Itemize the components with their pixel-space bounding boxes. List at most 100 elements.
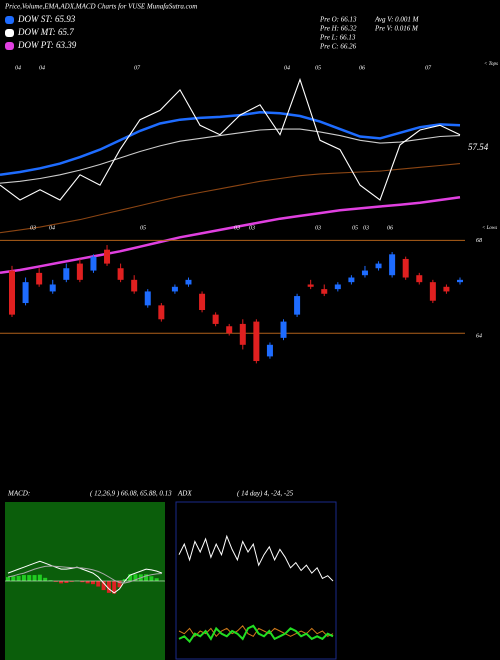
histogram-bar xyxy=(48,580,53,581)
histogram-bar xyxy=(37,574,42,581)
histogram-bar xyxy=(117,581,122,588)
histogram-bar xyxy=(128,574,133,581)
candle-body xyxy=(294,296,301,315)
candle-body xyxy=(239,323,246,345)
candle-body xyxy=(253,321,260,362)
histogram-bar xyxy=(106,581,111,593)
histogram-bar xyxy=(53,581,58,582)
candle-body xyxy=(212,314,219,324)
info-label: Pre C: 66.26 xyxy=(319,43,357,51)
panel-subtitle: ( 12,26,9 ) 66.08, 65.88, 0.13 xyxy=(90,490,172,498)
series-line xyxy=(178,534,334,582)
panel-title: ADX xyxy=(177,490,192,498)
bottom-label: 06 xyxy=(387,225,393,231)
histogram-bar xyxy=(64,581,69,583)
bottom-label: 03 xyxy=(234,225,240,231)
candle-body xyxy=(36,272,43,285)
bottom-label: 03 xyxy=(315,225,321,231)
legend-swatch xyxy=(5,42,14,50)
histogram-bar xyxy=(133,574,138,581)
top-label: 04 xyxy=(284,64,290,71)
top-label: 07 xyxy=(425,65,432,71)
series-line xyxy=(0,128,461,184)
histogram-bar xyxy=(59,581,64,584)
panel-title: MACD: xyxy=(7,490,30,498)
candle-body xyxy=(9,270,15,315)
candle-body xyxy=(63,268,70,280)
histogram-bar xyxy=(90,581,95,585)
legend-label: DOW ST: 65.93 xyxy=(17,14,76,24)
candle-body xyxy=(361,270,368,276)
candle-body xyxy=(443,286,450,292)
candle-body xyxy=(49,284,56,292)
bottom-note: < Lows xyxy=(482,226,497,231)
histogram-bar xyxy=(144,574,149,581)
candle-body xyxy=(158,305,165,320)
histogram-bar xyxy=(69,581,74,582)
candle-body xyxy=(389,254,396,276)
bottom-label: 05 xyxy=(352,225,358,231)
bottom-label: 03 xyxy=(30,225,36,231)
bottom-label: 05 xyxy=(140,225,146,231)
top-label: 06 xyxy=(359,65,365,71)
histogram-bar xyxy=(6,577,10,581)
candle-body xyxy=(307,284,314,287)
candle-body xyxy=(90,256,97,271)
histogram-bar xyxy=(16,575,21,581)
candle-body xyxy=(375,263,382,269)
top-label: 04 xyxy=(39,64,45,71)
candle-body xyxy=(199,293,206,310)
candle-body xyxy=(144,291,151,306)
histogram-bar xyxy=(154,578,159,581)
bottom-label: 03 xyxy=(249,225,255,231)
candle-body xyxy=(76,263,83,280)
candle-body xyxy=(171,286,178,292)
candle-body xyxy=(131,279,138,292)
candle-body xyxy=(348,277,355,283)
top-note: < Tops xyxy=(484,62,498,67)
series-line xyxy=(0,195,461,275)
legend-label: DOW PT: 63.39 xyxy=(17,40,77,50)
info-label: Pre H: 66.32 xyxy=(319,25,357,33)
series-line xyxy=(178,624,334,644)
bottom-label: 04 xyxy=(49,224,55,231)
histogram-bar xyxy=(149,576,154,581)
series-line xyxy=(0,111,461,177)
legend-swatch xyxy=(5,29,14,37)
histogram-bar xyxy=(112,581,117,594)
candle-body xyxy=(280,321,287,338)
histogram-bar xyxy=(27,575,32,581)
top-label: 04 xyxy=(15,64,21,71)
candle-body xyxy=(266,344,273,357)
info-label: Avg V: 0.001 M xyxy=(374,16,420,24)
bottom-label: 03 xyxy=(363,225,369,231)
series-line xyxy=(7,565,163,584)
info-label: Pre O: 66.13 xyxy=(319,16,357,24)
candle-body xyxy=(416,275,423,283)
top-label: 07 xyxy=(134,65,141,71)
y-tick-label: 64 xyxy=(476,333,482,340)
candle-body xyxy=(334,284,341,290)
histogram-bar xyxy=(101,581,106,591)
candle-body xyxy=(104,249,111,264)
histogram-bar xyxy=(96,581,101,587)
candle-body xyxy=(402,258,409,278)
candle-body xyxy=(117,268,124,280)
histogram-bar xyxy=(80,581,85,583)
histogram-bar xyxy=(11,576,16,581)
y-tick-label: 68 xyxy=(476,238,482,244)
series-line xyxy=(0,77,461,201)
series-line xyxy=(0,163,461,234)
candle-body xyxy=(429,282,436,301)
candle-body xyxy=(321,289,328,294)
series-line xyxy=(7,560,163,594)
page-title: Price,Volume,EMA,ADX,MACD Charts for VUS… xyxy=(4,3,197,11)
candle-body xyxy=(185,279,192,285)
info-label: Pre V: 0.016 M xyxy=(374,25,419,33)
histogram-bar xyxy=(122,579,127,581)
histogram-bar xyxy=(32,575,37,581)
candle-body xyxy=(226,326,233,334)
legend-swatch xyxy=(5,16,14,24)
